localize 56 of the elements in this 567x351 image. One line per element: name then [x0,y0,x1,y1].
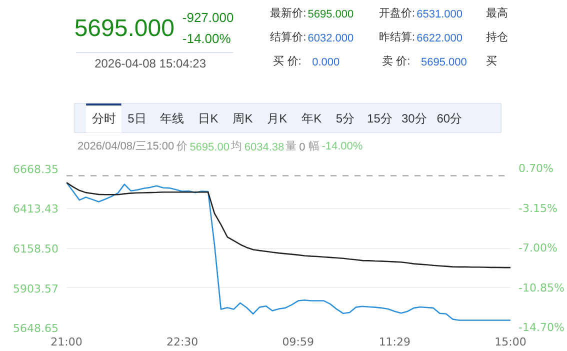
text: 分时 [92,112,116,126]
text: 周K [232,112,253,126]
text: 开盘价: [378,8,416,20]
text: 昨结算: [378,30,416,44]
text: 均 [230,140,242,152]
x-tick-label: 11:29 [378,336,411,348]
text: 5分 [336,112,355,126]
text: 最高 [486,6,508,20]
text: 6034.38 [244,142,284,154]
text: 结算价: [270,30,306,44]
text: 量 [286,140,297,152]
text: 年K [302,112,322,126]
text: 30分 [402,112,427,126]
text: 5695.000 [308,8,354,20]
text: 买 价: [273,56,302,68]
text: 0.000 [312,56,340,68]
text: 年线 [160,112,184,126]
text: 2026/04/08/三15:00 [77,140,174,152]
y-tick-label: 5648.65 [13,322,59,335]
y2-tick-label: -3.15% [518,202,558,215]
text: -927.000 [182,10,234,25]
y-tick-label: 5903.57 [13,282,59,296]
y-tick-label: 6668.35 [13,163,59,176]
x-tick-label: 21:00 [50,336,82,348]
text: 6622.000 [416,32,463,44]
x-tick-label: 15:00 [494,336,526,348]
line-series [66,182,510,321]
text: 0 [299,142,306,154]
x-tick-label: 22:30 [166,336,198,348]
text: 5695.00 [190,142,230,154]
y-tick-label: 6158.50 [13,242,59,256]
text: 5695.000 [420,56,467,68]
text: 幅 [308,140,320,152]
text: 15分 [367,112,392,126]
text: 最新价: [270,6,306,20]
y2-tick-label: 0.70% [518,162,554,175]
y2-tick-label: -7.00% [518,242,558,254]
text: 5695.000 [74,15,174,42]
y2-tick-label: -14.70% [518,321,564,334]
y-tick-label: 6413.43 [13,202,59,216]
y2-tick-label: -10.85% [518,281,564,294]
text: 卖 价: [382,54,410,68]
text: 6531.000 [416,8,463,20]
x-tick-label: 09:59 [282,336,314,348]
text: 2026-04-08 15:04:23 [94,56,206,70]
text: 5日 [128,112,146,126]
text: 6032.000 [308,32,354,44]
text: 持仓 [486,32,508,44]
text: 买 [486,56,498,68]
text: 60分 [436,112,462,126]
text: -14.00% [182,31,232,46]
text: -14.00% [322,140,363,152]
text: 月K [267,112,288,126]
text: 价 [175,140,188,152]
line-series [66,182,510,268]
text: 日K [198,112,218,126]
